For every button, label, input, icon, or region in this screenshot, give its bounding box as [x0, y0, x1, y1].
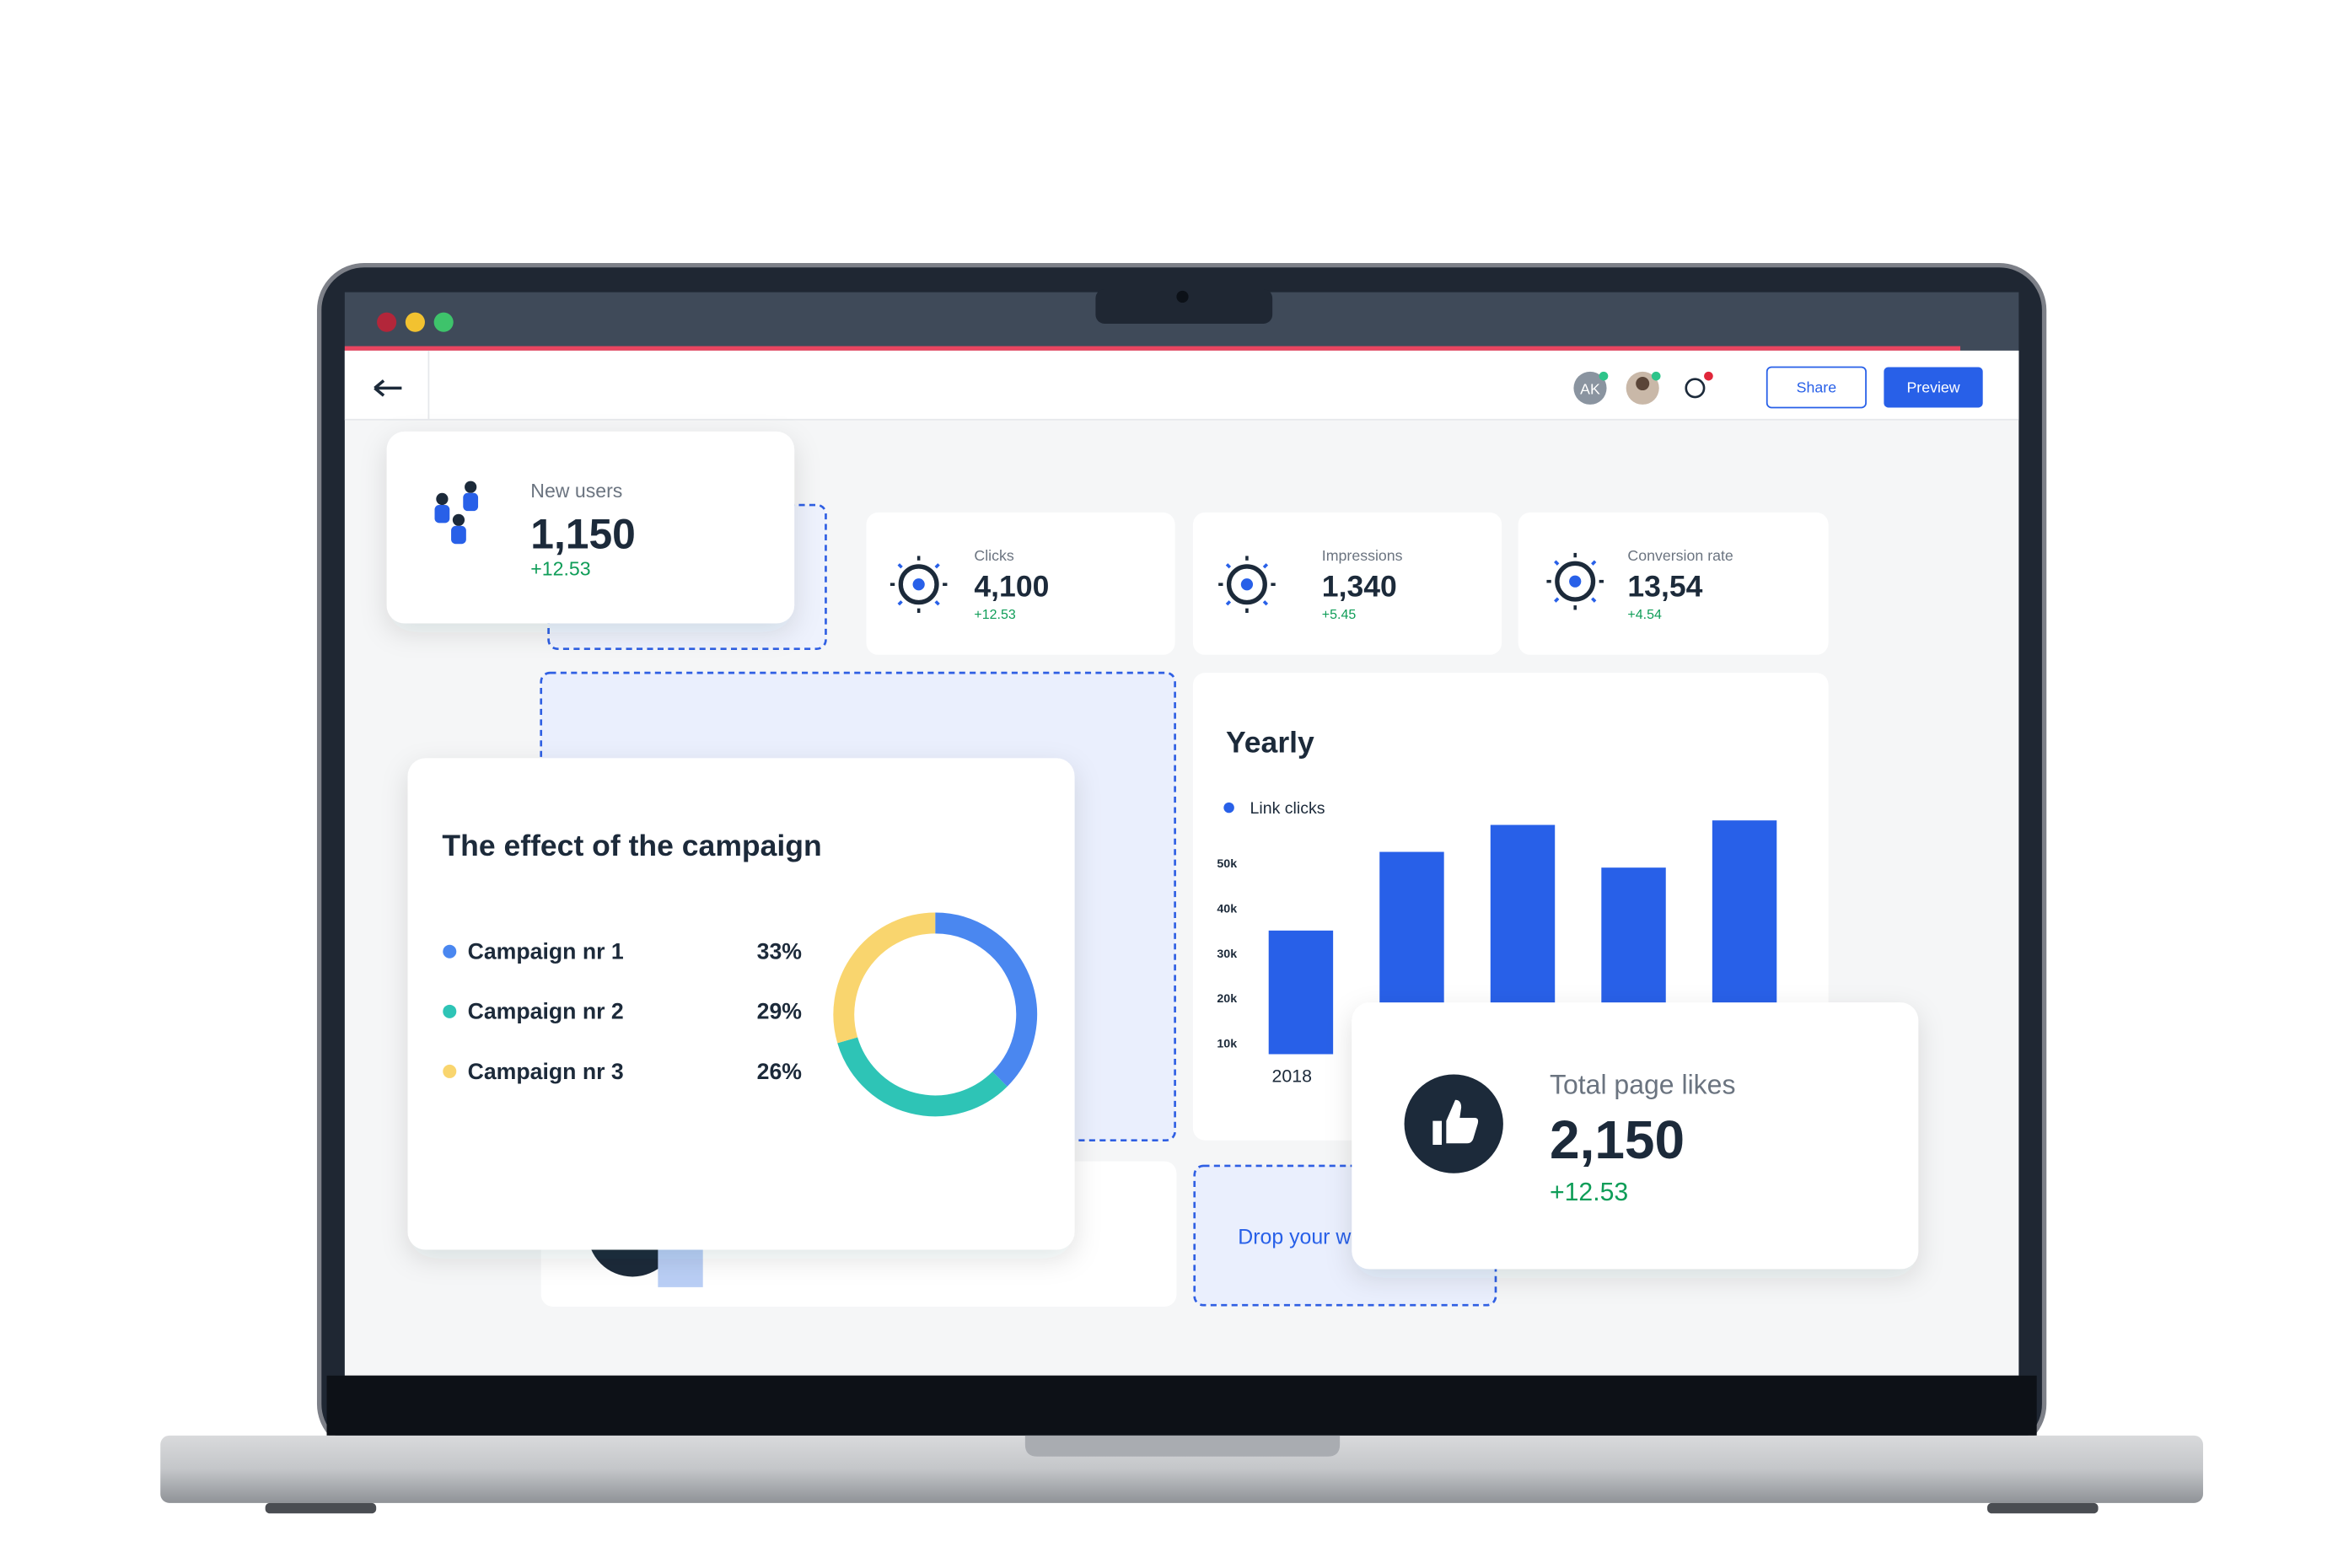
- value-label: 26%: [757, 1059, 802, 1084]
- bar: [1268, 930, 1334, 1055]
- icon-ray: [1262, 563, 1269, 569]
- icon-ray: [897, 563, 903, 569]
- window-minimize: [405, 312, 425, 332]
- icon-body: [451, 525, 466, 545]
- chart-title: The effect of the campaign: [442, 829, 821, 862]
- progress-bar: [344, 346, 1961, 351]
- icon-head: [436, 492, 449, 506]
- icon-ray: [934, 600, 940, 606]
- x-tick-label: 2018: [1272, 1066, 1312, 1086]
- value-label: 33%: [757, 939, 802, 964]
- icon-ray: [1591, 560, 1597, 566]
- icon-ray: [1554, 597, 1560, 603]
- screen-chin: [326, 1375, 2037, 1436]
- metric-card: [866, 512, 1175, 655]
- metric-change: +12.53: [974, 608, 1015, 622]
- window-maximize: [433, 312, 454, 332]
- icon-ray: [934, 563, 940, 569]
- laptop-foot: [1987, 1502, 2099, 1514]
- donut-segment: [934, 912, 1038, 1087]
- toolbar: [344, 350, 2019, 420]
- metric-value: 2,150: [1550, 1109, 1685, 1170]
- chart-title: Yearly: [1226, 725, 1314, 759]
- new-users-card: [386, 431, 795, 624]
- icon-head: [452, 513, 465, 526]
- camera: [1176, 290, 1189, 303]
- icon-body: [463, 492, 479, 512]
- legend-label: Campaign nr 2: [468, 999, 624, 1024]
- icon-body: [434, 505, 450, 524]
- metric-change: +12.53: [530, 558, 590, 580]
- legend-dot: [443, 1064, 457, 1078]
- y-tick-label: 20k: [1217, 992, 1237, 1006]
- legend-label: Campaign nr 1: [468, 939, 624, 964]
- icon-ray: [1225, 563, 1232, 569]
- metric-icon: [1226, 564, 1267, 605]
- metric-icon: [1555, 561, 1596, 602]
- icon-ray: [1554, 560, 1560, 566]
- campaign-card: [407, 758, 1075, 1250]
- metric-value: 1,340: [1322, 569, 1397, 603]
- share-label: Share: [1797, 379, 1837, 396]
- metric-value: 4,100: [974, 569, 1049, 603]
- preview-button[interactable]: [1884, 367, 1983, 408]
- metric-card: [1518, 512, 1829, 655]
- status-dot: [1599, 371, 1609, 381]
- metric-card: [1192, 512, 1502, 655]
- metric-icon: [898, 564, 939, 605]
- metric-label: Clicks: [974, 547, 1013, 564]
- icon-ray: [1262, 600, 1269, 606]
- camera-notch: [1095, 289, 1273, 324]
- y-tick-label: 40k: [1217, 903, 1237, 916]
- donut-segment: [837, 1037, 1008, 1117]
- metric-label: New users: [530, 480, 622, 502]
- drop-zone-label: Drop your w: [1238, 1225, 1352, 1248]
- metric-icon: [1569, 575, 1582, 588]
- donut-segment: [833, 912, 936, 1044]
- metric-label: Conversion rate: [1627, 547, 1733, 564]
- likes-card: [1352, 1002, 1919, 1270]
- legend-dot: [1223, 802, 1234, 814]
- avatar-head: [1636, 377, 1650, 391]
- icon-ray: [897, 600, 903, 606]
- laptop-foot: [265, 1502, 377, 1514]
- metric-change: +4.54: [1627, 608, 1662, 622]
- metrics: New users1,150+12.53Clicks4,100+12.53Imp…: [434, 480, 1735, 1206]
- legend-dot: [443, 944, 457, 959]
- base-notch: [1024, 1435, 1341, 1457]
- metric-value: 13,54: [1627, 569, 1702, 603]
- avatar-initials: AK: [1580, 380, 1600, 397]
- thumb-icon: [1432, 1099, 1479, 1146]
- value-label: 29%: [757, 999, 802, 1024]
- share-button[interactable]: [1766, 366, 1867, 409]
- metric-label: Impressions: [1322, 547, 1403, 564]
- y-tick-label: 50k: [1217, 857, 1237, 871]
- legend-label: Campaign nr 3: [468, 1059, 624, 1084]
- metric-label: Total page likes: [1550, 1070, 1735, 1100]
- window-close: [377, 312, 397, 332]
- legend-dot: [443, 1004, 457, 1018]
- preview-label: Preview: [1906, 379, 1959, 396]
- campaign-chart: The effect of the campaign Campaign nr 1 3…: [442, 829, 1038, 1117]
- y-tick-label: 30k: [1217, 948, 1237, 961]
- comments-icon[interactable]: [1685, 378, 1706, 399]
- legend-label: Link clicks: [1250, 799, 1325, 818]
- metric-icon: [1240, 578, 1254, 591]
- notification-dot: [1704, 371, 1713, 381]
- metric-value: 1,150: [530, 511, 636, 558]
- avatar[interactable]: [1573, 371, 1607, 405]
- icon-ray: [1225, 600, 1232, 606]
- icon-head: [465, 481, 477, 493]
- back-button[interactable]: [374, 379, 402, 397]
- metric-change: +12.53: [1550, 1179, 1628, 1206]
- status-dot: [1651, 371, 1661, 381]
- metric-icon: [912, 578, 925, 591]
- y-tick-label: 10k: [1217, 1037, 1237, 1050]
- icon-ray: [1591, 597, 1597, 603]
- laptop-base: [160, 1435, 2203, 1503]
- metric-change: +5.45: [1322, 608, 1357, 622]
